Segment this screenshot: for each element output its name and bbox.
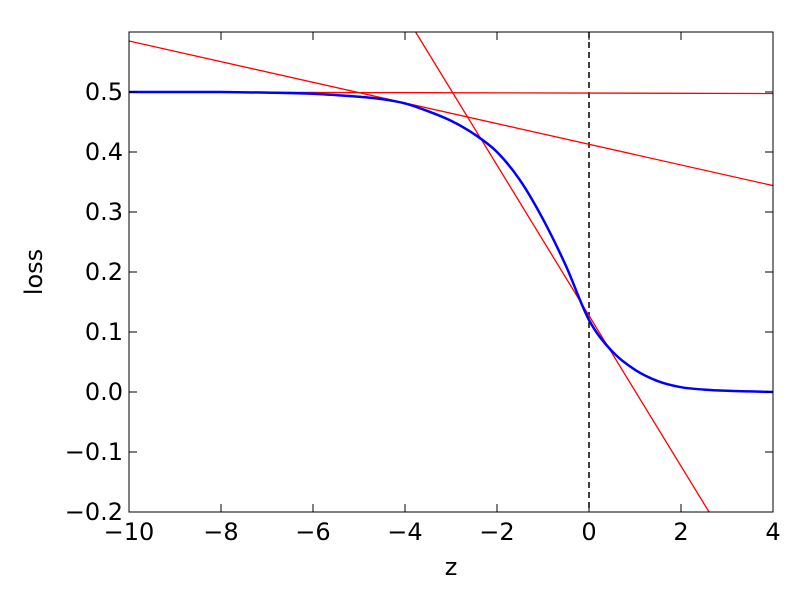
plot-frame xyxy=(128,31,774,513)
x-tick-label: 4 xyxy=(765,518,780,546)
plot-area xyxy=(129,32,773,512)
x-axis-label: z xyxy=(445,553,458,581)
tangent-line-3 xyxy=(415,32,710,512)
y-tick-label: 0.1 xyxy=(85,318,123,346)
x-tick-label: 0 xyxy=(581,518,596,546)
y-tick-label: 0.3 xyxy=(85,198,123,226)
y-tick-label: 0.0 xyxy=(85,378,123,406)
y-tick-label: −0.2 xyxy=(65,498,123,526)
x-tick-label: 2 xyxy=(673,518,688,546)
x-tick-label: −2 xyxy=(479,518,514,546)
y-tick-label: −0.1 xyxy=(65,438,123,466)
y-tick-label: 0.2 xyxy=(85,258,123,286)
x-tick-label: −10 xyxy=(104,518,155,546)
tangent-line-2 xyxy=(129,40,773,187)
loss-curve xyxy=(129,90,773,394)
y-axis-label: loss xyxy=(20,249,48,295)
x-tick-label: −6 xyxy=(295,518,330,546)
x-tick-label: −8 xyxy=(203,518,238,546)
y-tick-label: 0.4 xyxy=(85,138,123,166)
y-tick-label: 0.5 xyxy=(85,78,123,106)
x-tick-label: −4 xyxy=(387,518,422,546)
